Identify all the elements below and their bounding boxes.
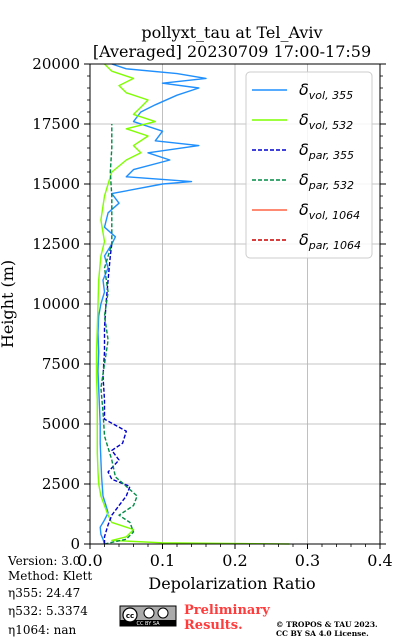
svg-text:cc: cc [126, 612, 134, 620]
eta1064-text: η1064: nan [8, 623, 76, 637]
chart-subtitle: [Averaged] 20230709 17:00-17:59 [93, 42, 371, 61]
legend-label-4: δvol, 1064 [299, 200, 360, 222]
legend: δvol, 355 δvol, 532 δpar, 355 δpar, 532 δvol… [245, 71, 373, 259]
axis-ticks: 0.0 0.1 0.2 0.3 0.4 0 2500 5000 7500 10000 12500 15… [32, 55, 392, 570]
cc-icon [122, 607, 138, 623]
y-tick-label: 0 [70, 535, 80, 553]
y-tick-label: 17500 [32, 115, 80, 133]
by-icon [143, 607, 155, 619]
copyright-line2: CC BY SA 4.0 License. [276, 629, 369, 638]
x-tick-label: 0.1 [150, 551, 175, 570]
copyright-line1: © TROPOS & TAU 2023. [276, 620, 378, 629]
chart-title: pollyxt_tau at Tel_Aviv [141, 23, 322, 42]
legend-label-0: δvol, 355 [299, 80, 353, 102]
version-text: Version: 3.0 [7, 554, 80, 568]
preliminary-line2: Results. [184, 618, 243, 633]
legend-label-5: δpar, 1064 [299, 230, 361, 252]
legend-label-1: δvol, 532 [299, 110, 353, 132]
sa-icon [157, 607, 169, 619]
series-layer [95, 63, 290, 545]
legend-box [245, 71, 373, 259]
license-badge-text: CC BY SA [136, 621, 160, 627]
x-axis-label: Depolarization Ratio [148, 574, 315, 593]
x-tick-label: 0.3 [295, 551, 320, 570]
y-tick-label: 20000 [32, 55, 80, 73]
y-axis-label: Height (m) [0, 260, 17, 348]
y-tick-label: 12500 [32, 235, 80, 253]
series-line-2 [102, 243, 131, 544]
legend-label-3: δpar, 532 [299, 170, 354, 192]
cc-license-badge: cc CC BY SA [119, 605, 177, 627]
series-line-1 [95, 63, 290, 545]
y-tick-label: 7500 [42, 355, 80, 373]
y-tick-label: 2500 [42, 475, 80, 493]
y-tick-label: 15000 [32, 175, 80, 193]
method-text: Method: Klett [8, 569, 92, 583]
y-tick-label: 5000 [42, 415, 80, 433]
eta532-text: η532: 5.3374 [8, 604, 88, 618]
y-tick-label: 10000 [32, 295, 80, 313]
x-tick-label: 0.4 [367, 551, 392, 570]
x-tick-label: 0.0 [77, 551, 102, 570]
legend-label-2: δpar, 355 [299, 140, 354, 162]
eta355-text: η355: 24.47 [8, 586, 80, 600]
x-tick-label: 0.2 [222, 551, 247, 570]
series-line-3 [100, 124, 138, 545]
preliminary-line1: Preliminary [184, 603, 270, 618]
